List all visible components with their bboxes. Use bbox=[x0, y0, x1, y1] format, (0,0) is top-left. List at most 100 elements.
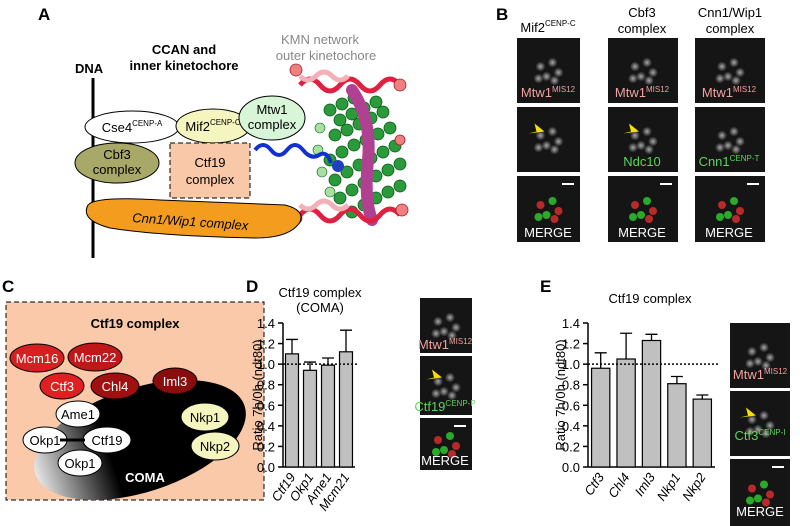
y-tick-label: 1.2 bbox=[257, 337, 275, 352]
micrograph bbox=[608, 107, 678, 172]
column-header: Cbf3 bbox=[628, 5, 655, 20]
protein-label: Ctf19 bbox=[91, 433, 122, 448]
y-tick-label: 0.6 bbox=[562, 398, 580, 413]
spot bbox=[550, 215, 559, 223]
spot bbox=[735, 136, 745, 147]
spot bbox=[644, 75, 654, 86]
protein-label: Ame1 bbox=[61, 407, 95, 422]
spot bbox=[629, 213, 637, 221]
x-tick-label: Ctf3 bbox=[581, 469, 607, 498]
label: outer kinetochore bbox=[276, 48, 376, 63]
spot bbox=[433, 376, 443, 387]
y-axis-label: Ratio 7h/0h (ndt80) bbox=[553, 339, 568, 450]
image-label: Ctf3CENP-I bbox=[735, 428, 786, 443]
panel-label: D bbox=[246, 277, 258, 296]
label: COMA bbox=[125, 470, 165, 485]
spot bbox=[630, 61, 640, 72]
chart-subtitle: (COMA) bbox=[296, 300, 344, 315]
spot bbox=[731, 75, 741, 86]
spot bbox=[732, 215, 740, 223]
error-bar bbox=[670, 375, 683, 384]
spot bbox=[761, 428, 771, 439]
spot bbox=[754, 494, 762, 503]
spot bbox=[549, 75, 560, 86]
spot bbox=[631, 201, 639, 209]
label: DNA bbox=[75, 61, 104, 76]
micrograph bbox=[730, 323, 790, 388]
label: complex bbox=[248, 117, 297, 132]
spot bbox=[753, 424, 763, 435]
spot bbox=[759, 410, 769, 421]
x-tick-label: Nkp1 bbox=[654, 470, 684, 503]
spot bbox=[535, 61, 546, 72]
spot bbox=[533, 73, 544, 84]
spot bbox=[630, 130, 640, 141]
spot bbox=[535, 130, 546, 141]
spot bbox=[553, 136, 564, 147]
protein-label: Nkp1 bbox=[190, 410, 220, 425]
spot bbox=[445, 312, 455, 323]
spot bbox=[447, 390, 457, 401]
protein-label: Mcm22 bbox=[74, 350, 117, 365]
image-label: Ndc10 bbox=[623, 154, 661, 169]
panel-label: E bbox=[540, 277, 551, 296]
y-axis-label: Ratio 7h/0h (ndt80) bbox=[250, 339, 265, 450]
protein-blob bbox=[57, 449, 103, 477]
column-header: Cnn1/Wip1 bbox=[698, 5, 762, 20]
label: KMN network bbox=[281, 32, 360, 47]
spot bbox=[759, 342, 769, 353]
label: Cse4CENP-A bbox=[102, 119, 163, 135]
spot bbox=[765, 420, 775, 431]
label: Ctf19 bbox=[194, 155, 225, 170]
chart-title: Ctf19 complex bbox=[608, 291, 692, 306]
image-label: Ctf19CENP-P bbox=[414, 399, 475, 414]
bar bbox=[338, 351, 354, 468]
protein-label: Mcm16 bbox=[16, 351, 59, 366]
cnn1-blob bbox=[85, 198, 302, 239]
error-bar bbox=[594, 352, 607, 369]
arrowhead bbox=[426, 369, 442, 380]
spot bbox=[553, 67, 564, 78]
micrograph bbox=[695, 176, 765, 242]
spot bbox=[717, 61, 727, 72]
spot bbox=[432, 448, 440, 456]
spot bbox=[636, 71, 646, 82]
micrograph bbox=[695, 38, 765, 103]
y-tick-label: 1.0 bbox=[257, 357, 275, 372]
micrograph bbox=[695, 107, 765, 172]
kmn-sketch bbox=[253, 63, 409, 226]
spot bbox=[747, 414, 757, 425]
spot bbox=[716, 213, 724, 221]
ctf19-box bbox=[169, 142, 251, 199]
image-label: MERGE bbox=[736, 504, 784, 519]
image-label: Mtw1MIS12 bbox=[733, 367, 788, 382]
error-bar bbox=[645, 333, 658, 341]
y-tick-label: 0.8 bbox=[562, 378, 580, 393]
spot bbox=[637, 211, 645, 219]
image-label: Mtw1MIS12 bbox=[521, 85, 576, 100]
spot bbox=[736, 207, 744, 215]
image-label: Mtw1MIS12 bbox=[702, 85, 757, 100]
y-tick-label: 1.4 bbox=[257, 316, 275, 331]
bar bbox=[616, 358, 636, 468]
bar bbox=[692, 398, 713, 468]
error-bar bbox=[620, 332, 633, 359]
spot bbox=[643, 197, 651, 205]
y-tick-label: 1.0 bbox=[562, 357, 580, 372]
label: complex bbox=[186, 172, 235, 187]
protein-blob bbox=[190, 431, 240, 461]
panel-label: A bbox=[38, 5, 50, 24]
spot bbox=[724, 211, 732, 219]
column-header: Mif2CENP-C bbox=[520, 19, 575, 35]
arrowhead bbox=[623, 123, 639, 134]
image-label: MERGE bbox=[524, 225, 572, 240]
protein-label: Ctf3 bbox=[50, 379, 74, 394]
spot bbox=[549, 144, 560, 155]
spot bbox=[765, 352, 775, 363]
label: inner kinetochore bbox=[129, 58, 238, 73]
spot bbox=[439, 326, 449, 337]
micrograph bbox=[517, 107, 580, 172]
protein-label: Okp1 bbox=[64, 456, 95, 471]
panel-title: Ctf19 complex bbox=[91, 316, 181, 331]
protein-blob bbox=[152, 367, 198, 395]
